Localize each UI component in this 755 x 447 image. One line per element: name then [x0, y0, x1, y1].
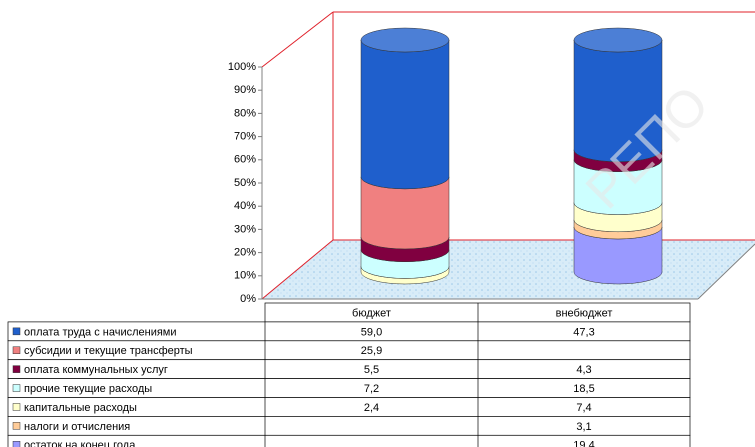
legend-label: капитальные расходы	[24, 402, 137, 414]
legend-swatch	[12, 441, 21, 447]
y-tick-label: 10%	[234, 270, 256, 282]
data-label: 7,4	[576, 402, 591, 414]
legend-label: прочие текущие расходы	[24, 383, 152, 395]
legend-swatch	[12, 384, 21, 392]
cylinder-top	[573, 27, 663, 53]
floor	[262, 240, 755, 299]
data-label: 59,0	[361, 326, 382, 338]
y-tick-label: 20%	[234, 247, 256, 259]
cylinder-segment	[360, 39, 450, 190]
legend-swatch	[12, 422, 21, 430]
y-tick-label: 40%	[234, 200, 256, 212]
data-label: 2,4	[364, 402, 379, 414]
y-tick-label: 50%	[234, 177, 256, 189]
legend-label: остаток на конец года	[24, 440, 136, 447]
legend-label: оплата труда с начислениями	[24, 326, 177, 338]
data-label: 4,3	[576, 364, 591, 376]
data-label: 25,9	[361, 345, 382, 357]
y-tick-label: 0%	[240, 293, 256, 305]
table-row	[7, 434, 691, 447]
data-label: 7,2	[364, 383, 379, 395]
data-label: 19,4	[573, 440, 594, 447]
data-label: 47,3	[573, 326, 594, 338]
y-tick-label: 80%	[234, 107, 256, 119]
y-tick-label: 90%	[234, 84, 256, 96]
data-label: 3,1	[576, 421, 591, 433]
y-tick-label: 100%	[228, 61, 256, 73]
data-table: бюджет внебюджет оплата труда с начисления…	[7, 302, 691, 447]
data-label: 18,5	[573, 383, 594, 395]
legend-label: оплата коммунальных услуг	[24, 364, 168, 376]
y-tick-label: 70%	[234, 131, 256, 143]
table-header	[264, 302, 691, 323]
legend-swatch	[12, 346, 21, 354]
y-tick-label: 60%	[234, 154, 256, 166]
y-tick-label: 30%	[234, 223, 256, 235]
column-header: внебюджет	[556, 307, 613, 319]
floor-edge	[697, 243, 755, 300]
column-header: бюджет	[352, 307, 391, 319]
legend-swatch	[12, 365, 21, 373]
cylinder-top	[360, 27, 450, 53]
legend-label: налоги и отчисления	[24, 421, 130, 433]
legend-swatch	[12, 327, 21, 336]
data-label: 5,5	[364, 364, 379, 376]
legend-label: субсидии и текущие трансферты	[24, 345, 193, 357]
legend-swatch	[12, 403, 21, 411]
